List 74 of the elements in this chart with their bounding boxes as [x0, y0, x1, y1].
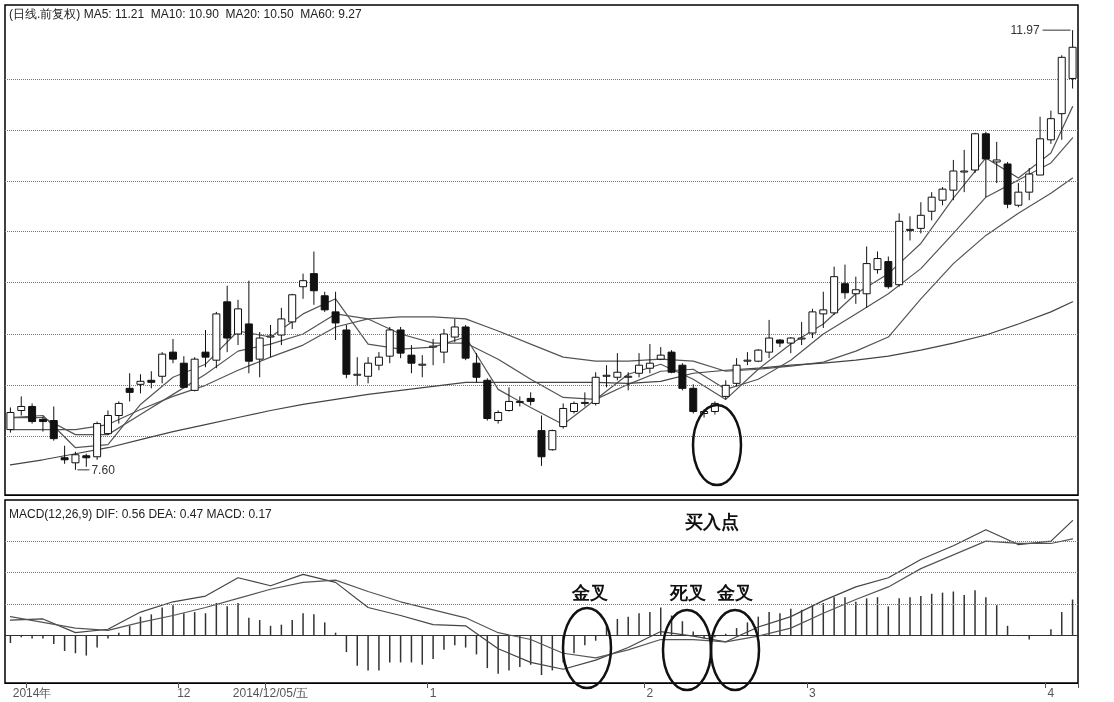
candlestick — [277, 307, 286, 346]
candlestick — [613, 352, 622, 381]
candlestick — [125, 372, 134, 402]
candlestick — [407, 344, 416, 374]
x-tick-label: 4 — [1047, 686, 1055, 700]
candlestick — [992, 141, 1001, 184]
candlestick — [559, 402, 568, 430]
candlestick — [114, 400, 123, 425]
candlestick — [429, 338, 438, 366]
candlestick — [819, 291, 828, 329]
annotation: 买入点 — [685, 510, 739, 532]
annotation: 7.60 — [91, 462, 116, 477]
candlestick — [17, 395, 26, 417]
candlestick — [103, 409, 112, 436]
candlestick — [797, 321, 806, 346]
candlestick — [504, 386, 513, 412]
candlestick — [331, 291, 340, 341]
candlestick — [309, 251, 318, 306]
candlestick — [1025, 167, 1034, 201]
candlestick — [602, 364, 611, 388]
candlestick — [450, 318, 459, 343]
x-tick-label: 2014/12/05/五 — [232, 686, 309, 700]
candlestick — [678, 362, 687, 391]
candlestick — [927, 191, 936, 221]
annotation: 11.97 — [1010, 23, 1040, 38]
candlestick — [353, 356, 362, 386]
candlestick — [49, 405, 58, 442]
candlestick — [28, 402, 37, 425]
candlestick — [808, 308, 817, 339]
candlestick — [645, 343, 654, 374]
candlestick — [374, 351, 383, 371]
annotation: 金叉 — [716, 581, 753, 603]
chart-title: MACD(12,26,9) DIF: 0.56 DEA: 0.47 MACD: 0.17 — [9, 507, 273, 521]
x-tick-label: 2014年 — [12, 686, 52, 700]
candlestick — [1014, 182, 1023, 208]
candlestick — [721, 379, 730, 400]
candlestick — [364, 356, 373, 384]
candlestick — [960, 149, 969, 193]
x-tick-label: 12 — [177, 686, 191, 700]
candlestick — [201, 329, 210, 368]
candlestick — [396, 326, 405, 359]
annotation: 金叉 — [571, 581, 608, 603]
candlestick — [851, 276, 860, 305]
candlestick — [255, 331, 264, 378]
candlestick — [840, 264, 849, 300]
candlestick — [60, 445, 69, 465]
chart-title: (日线.前复权) MA5: 11.21 MA10: 10.90 MA20: 10.50 MA60: 9.27 — [9, 7, 362, 21]
candlestick — [299, 273, 308, 300]
candlestick — [938, 186, 947, 206]
candlestick — [906, 215, 915, 241]
candlestick — [765, 319, 774, 359]
candlestick — [168, 338, 177, 364]
candlestick — [635, 352, 644, 378]
candlestick — [916, 201, 925, 234]
candlestick — [38, 416, 47, 433]
annotation: 死叉 — [669, 581, 706, 603]
candlestick — [949, 159, 958, 201]
candlestick — [624, 371, 633, 391]
x-tick-label: 2 — [646, 686, 654, 700]
candlestick — [1046, 110, 1055, 145]
candlestick — [689, 383, 698, 414]
candlestick — [873, 251, 882, 275]
candlestick — [439, 328, 448, 364]
candlestick — [320, 291, 329, 313]
x-tick-label: 1 — [429, 686, 437, 700]
candlestick — [136, 373, 145, 394]
candlestick — [580, 391, 589, 407]
candlestick — [472, 352, 481, 383]
candlestick — [418, 354, 427, 378]
candlestick — [158, 351, 167, 384]
candlestick — [266, 324, 275, 358]
candlestick — [71, 451, 80, 471]
candlestick — [732, 357, 741, 387]
x-tick-label: 3 — [809, 686, 817, 700]
